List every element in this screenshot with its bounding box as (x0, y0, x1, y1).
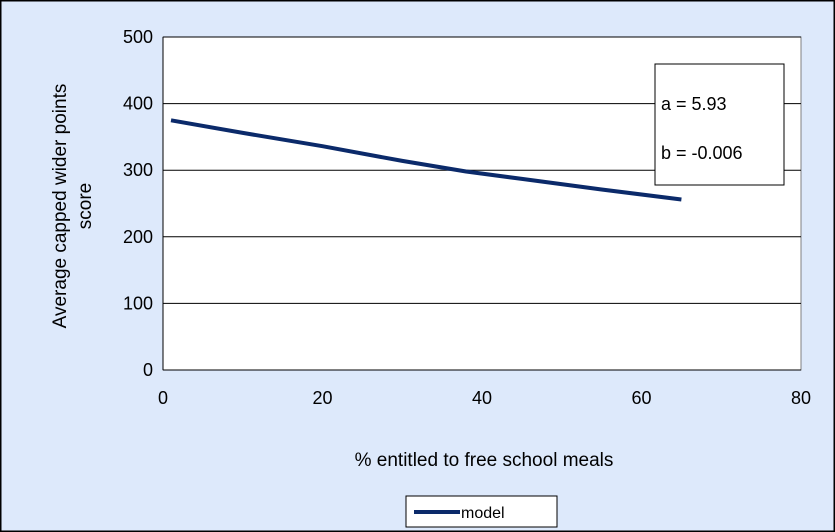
series-lines (170, 118, 682, 202)
annotation-b: b = -0.006 (661, 143, 743, 163)
series-line-model (170, 118, 682, 202)
x-tick-label-20: 20 (312, 388, 332, 408)
x-tick-labels: 0 20 40 60 80 (158, 388, 811, 408)
x-tick-label-60: 60 (631, 388, 651, 408)
y-axis-label-line1: Average capped wider points (50, 84, 71, 329)
annotation-a: a = 5.93 (661, 94, 727, 114)
x-tick-label-40: 40 (472, 388, 492, 408)
x-axis-label: % entitled to free school meals (355, 450, 614, 471)
annotation-box: a = 5.93 b = -0.006 (654, 63, 785, 186)
y-tick-label-500: 500 (123, 27, 153, 47)
y-axis-label-line2: score (75, 183, 96, 229)
legend: model (405, 495, 558, 528)
y-tick-label-400: 400 (123, 94, 153, 114)
x-tick-label-0: 0 (158, 388, 168, 408)
y-tick-label-200: 200 (123, 227, 153, 247)
x-tick-label-80: 80 (791, 388, 811, 408)
annotation-rect (654, 63, 785, 186)
y-tick-labels: 0 100 200 300 400 500 (123, 27, 153, 380)
legend-box (405, 495, 558, 528)
y-tick-label-100: 100 (123, 293, 153, 313)
legend-label: model (461, 505, 505, 522)
y-tick-label-0: 0 (143, 360, 153, 380)
y-tick-label-300: 300 (123, 160, 153, 180)
